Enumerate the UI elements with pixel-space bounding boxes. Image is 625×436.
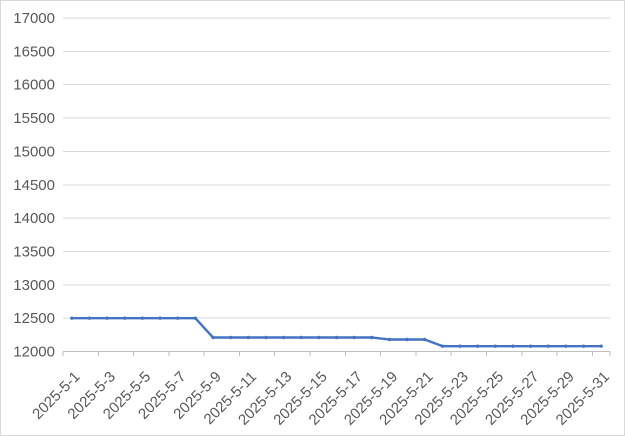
data-point-marker bbox=[528, 344, 533, 348]
y-tick-label: 17000 bbox=[13, 10, 55, 27]
data-point-marker bbox=[546, 344, 550, 348]
y-tick-label: 15500 bbox=[13, 110, 55, 127]
data-point-marker bbox=[458, 344, 462, 348]
data-point-marker bbox=[158, 316, 162, 320]
y-tick-label: 15000 bbox=[13, 143, 55, 160]
data-point-marker bbox=[87, 316, 92, 320]
data-point-marker bbox=[299, 335, 303, 340]
y-gridlines bbox=[63, 17, 610, 319]
data-point-marker bbox=[123, 316, 127, 320]
y-tick-label: 16500 bbox=[13, 43, 55, 60]
data-point-marker bbox=[493, 344, 498, 348]
series-line bbox=[70, 316, 603, 348]
x-axis-labels: 2025-5-12025-5-32025-5-52025-5-72025-5-9… bbox=[29, 368, 613, 428]
data-point-marker bbox=[405, 337, 409, 342]
data-point-marker bbox=[387, 337, 392, 342]
series-markers bbox=[70, 316, 603, 348]
data-point-marker bbox=[70, 316, 74, 320]
data-point-marker bbox=[281, 335, 286, 340]
y-tick-label: 13000 bbox=[13, 277, 55, 294]
data-point-marker bbox=[193, 316, 198, 320]
data-point-marker bbox=[317, 335, 321, 340]
data-point-marker bbox=[246, 335, 250, 340]
data-point-marker bbox=[228, 335, 233, 340]
y-tick-label: 14500 bbox=[13, 177, 55, 194]
y-axis-labels: 12000 12500 13000 13500 14000 14500 15000 15500… bbox=[13, 10, 55, 361]
data-point-marker bbox=[334, 335, 339, 340]
y-tick-label: 14000 bbox=[13, 210, 55, 227]
x-tick-marks bbox=[62, 351, 611, 356]
data-point-marker bbox=[370, 335, 374, 340]
data-point-marker bbox=[211, 335, 215, 340]
data-point-marker bbox=[599, 344, 603, 348]
data-point-marker bbox=[105, 316, 109, 320]
data-point-marker bbox=[475, 344, 480, 348]
y-tick-label: 12500 bbox=[13, 310, 55, 327]
data-point-marker bbox=[140, 316, 145, 320]
data-point-marker bbox=[581, 344, 586, 348]
data-point-marker bbox=[264, 335, 268, 340]
data-point-marker bbox=[175, 316, 180, 320]
data-point-marker bbox=[352, 335, 356, 340]
data-point-marker bbox=[564, 344, 568, 348]
y-tick-label: 12000 bbox=[13, 344, 55, 361]
y-tick-label: 13500 bbox=[13, 243, 55, 260]
data-point-marker bbox=[440, 344, 445, 348]
data-point-marker bbox=[511, 344, 515, 348]
data-point-marker bbox=[423, 337, 427, 342]
y-tick-label: 16000 bbox=[13, 77, 55, 94]
